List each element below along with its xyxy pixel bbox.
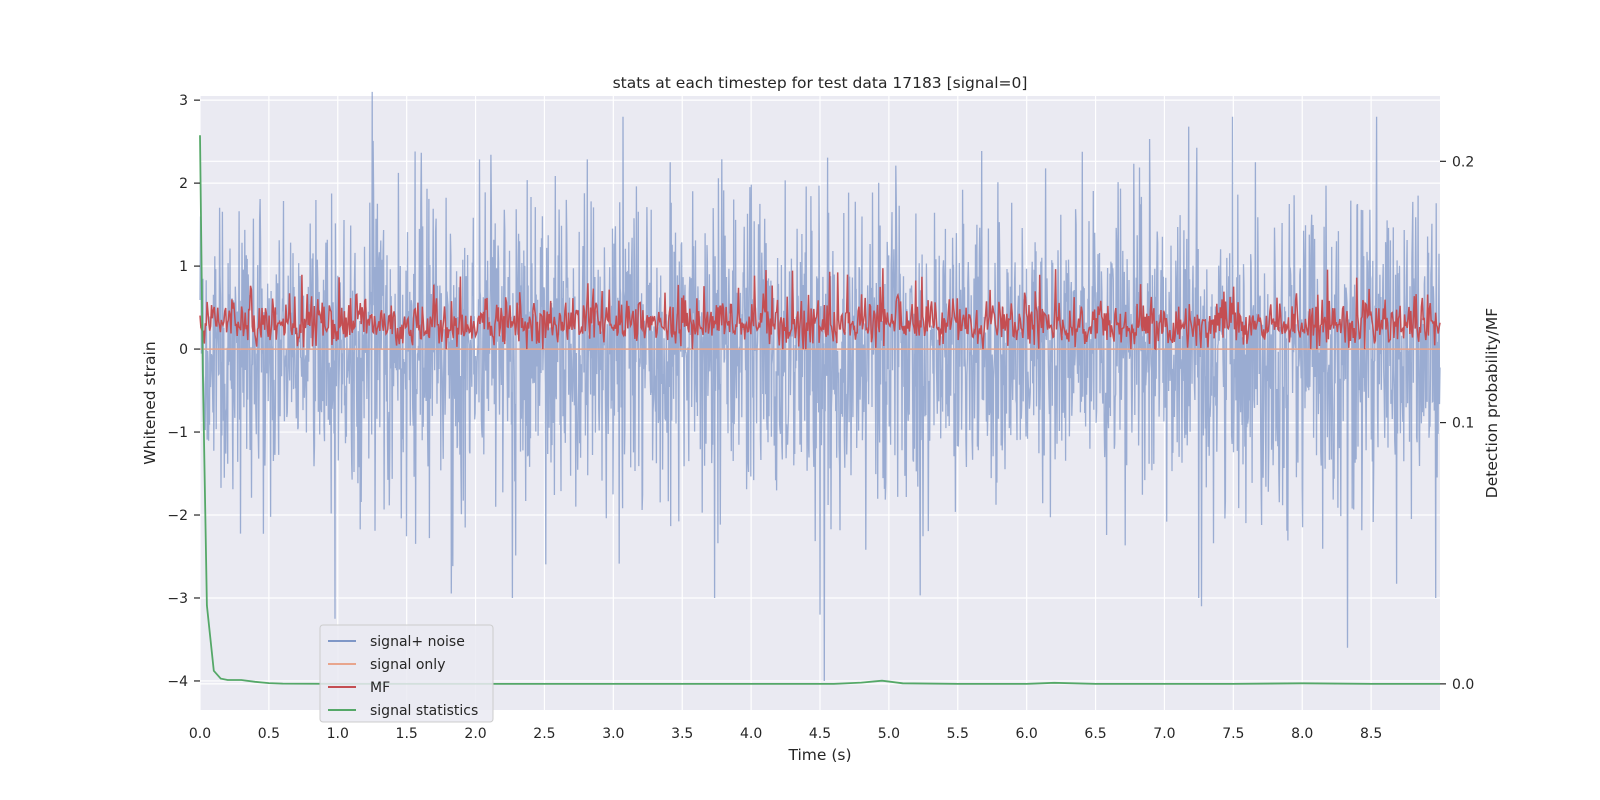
x-tick-label: 0.0	[189, 726, 211, 742]
x-tick-label: 0.5	[258, 726, 280, 742]
x-tick-label: 2.0	[464, 726, 486, 742]
y-tick-label: 0	[179, 342, 188, 358]
x-tick-label: 1.5	[396, 726, 418, 742]
series-mf	[199, 268, 1441, 351]
legend-label: signal only	[370, 657, 445, 673]
x-tick-label: 8.0	[1291, 726, 1313, 742]
y2-tick-label: 0.1	[1452, 416, 1474, 432]
legend-label: MF	[370, 680, 390, 696]
x-tick-label: 5.5	[947, 726, 969, 742]
y-tick-label: −1	[167, 425, 188, 441]
x-axis-label: Time (s)	[787, 746, 851, 764]
y2-axis-label: Detection probability/MF	[1483, 308, 1501, 499]
series-signal-statistics	[199, 135, 1440, 685]
y-tick-label: −2	[167, 508, 188, 524]
x-tick-label: 7.0	[1153, 726, 1175, 742]
y-axis-label: Whitened strain	[141, 341, 159, 464]
y-axis-ticks: 3 2 1 0 −1 −2 −3 −4	[167, 93, 200, 690]
legend-label: signal+ noise	[370, 634, 465, 650]
series-line-mf	[199, 268, 1441, 351]
y-tick-label: 3	[179, 93, 188, 109]
legend-box	[319, 624, 494, 723]
series-line-signal-noise	[199, 91, 1441, 682]
x-axis-ticks: 0.0 0.5 1.0 1.5 2.0 2.5 3.0 3.5 4.0 4.5 5.0 5.5 6.0 6…	[189, 726, 1382, 742]
y2-tick-label: 0.0	[1452, 677, 1474, 693]
legend: signal+ noise signal only MF signal statist…	[319, 624, 494, 723]
x-tick-label: 4.5	[809, 726, 831, 742]
x-tick-label: 7.5	[1222, 726, 1244, 742]
chart-title: stats at each timestep for test data 171…	[613, 74, 1028, 92]
x-tick-label: 8.5	[1360, 726, 1382, 742]
y2-tick-label: 0.2	[1452, 154, 1474, 170]
y-tick-label: 1	[179, 259, 188, 275]
x-tick-label: 6.0	[1016, 726, 1038, 742]
y2-axis-ticks: 0.2 0.1 0.0	[1440, 154, 1474, 693]
legend-label: signal statistics	[370, 703, 478, 719]
series-signal-noise	[199, 91, 1441, 682]
x-tick-label: 1.0	[327, 726, 349, 742]
y-tick-label: 2	[179, 176, 188, 192]
series-line-signal-statistics	[199, 135, 1440, 685]
y-tick-label: −3	[167, 591, 188, 607]
x-tick-label: 2.5	[533, 726, 555, 742]
x-tick-label: 5.0	[878, 726, 900, 742]
x-tick-label: 6.5	[1084, 726, 1106, 742]
y-tick-label: −4	[167, 674, 188, 690]
x-tick-label: 3.0	[602, 726, 624, 742]
x-tick-label: 4.0	[740, 726, 762, 742]
x-tick-label: 3.5	[671, 726, 693, 742]
